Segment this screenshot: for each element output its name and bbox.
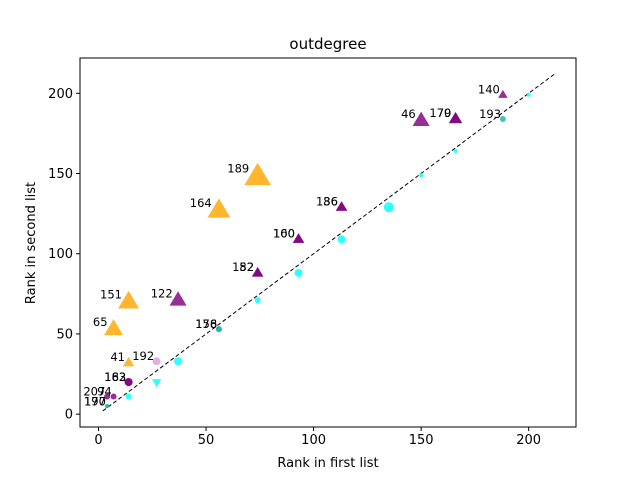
point-label-9: 140 [478,82,500,96]
point-circle-24 [215,326,222,333]
point-triangle-up-0 [244,162,271,186]
point-triangle-up-2 [118,290,140,309]
point-label-12: 100 [273,226,295,240]
point-triangle-up-4 [122,356,135,367]
y-tick-label-2: 100 [48,247,73,262]
point-label-16: 183 [104,370,126,384]
y-tick-label-0: 0 [65,408,73,423]
point-triangle-up-8 [448,111,463,124]
x-axis-label: Rank in first list [277,456,378,471]
point-triangle-up-6 [412,111,430,126]
point-label-22: 197 [84,395,106,409]
point-label-14: 182 [232,260,254,274]
point-circle-31 [337,235,346,244]
point-circle-25 [499,115,506,122]
x-tick-label-0: 0 [94,433,102,448]
point-circle-18 [110,393,117,400]
point-circle-35 [526,92,531,97]
point-triangle-up-11 [335,201,348,211]
point-label-13: 160 [273,226,295,240]
point-label-8: 179 [429,106,451,120]
point-label-1: 164 [190,196,212,210]
point-label-25: 193 [479,107,501,121]
y-tick-label-3: 150 [48,167,73,182]
point-circle-27 [174,357,183,366]
point-label-18: 94 [97,385,112,399]
y-tick-label-1: 50 [56,327,73,342]
point-label-19: 207 [83,385,105,399]
point-circle-34 [453,149,458,154]
chart-title: outdegree [289,35,366,53]
point-circle-20 [152,357,161,366]
point-triangle-up-9 [498,89,508,98]
point-label-23: 158 [195,317,217,331]
point-circle-22 [105,404,110,409]
point-circle-28 [125,393,132,400]
point-label-21: 170 [84,395,106,409]
point-label-24: 176 [195,317,217,331]
point-circle-19 [104,393,111,400]
x-tick-label-4: 200 [516,433,541,448]
point-triangle-up-1 [207,198,231,218]
point-triangle-down-26 [151,379,162,388]
point-label-0: 189 [227,162,249,176]
point-circle-33 [419,173,424,178]
point-label-17: 162 [104,370,126,384]
point-label-6: 46 [401,107,416,121]
point-triangle-up-13 [292,233,305,243]
axes: 0 50 100 150 200 0 50 100 150 200 [48,87,541,448]
point-triangle-up-5 [169,291,187,306]
point-label-20: 192 [132,349,154,363]
point-label-5: 122 [151,287,173,301]
x-tick-label-3: 150 [409,433,434,448]
point-label-4: 41 [110,350,125,364]
x-tick-label-2: 100 [301,433,326,448]
y-tick-label-4: 200 [48,87,73,102]
point-triangle-up-3 [104,319,124,336]
point-circle-29 [254,297,261,304]
plot-frame [79,57,577,428]
point-label-15: 52 [239,260,254,274]
point-circle-17 [124,378,133,387]
point-triangle-up-15 [251,266,264,277]
point-circle-32 [383,202,394,213]
point-label-10: 36 [323,194,338,208]
diagonal-reference-line [102,73,555,412]
y-axis-label: Rank in second list [24,182,39,304]
point-label-7: 70 [437,106,452,120]
point-label-11: 186 [316,194,338,208]
x-tick-label-1: 50 [198,433,215,448]
point-circle-30 [294,268,303,277]
point-label-3: 65 [93,315,108,329]
point-label-2: 151 [100,288,122,302]
